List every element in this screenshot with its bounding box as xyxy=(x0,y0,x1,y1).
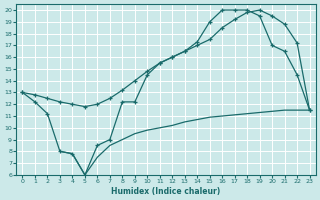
X-axis label: Humidex (Indice chaleur): Humidex (Indice chaleur) xyxy=(111,187,221,196)
